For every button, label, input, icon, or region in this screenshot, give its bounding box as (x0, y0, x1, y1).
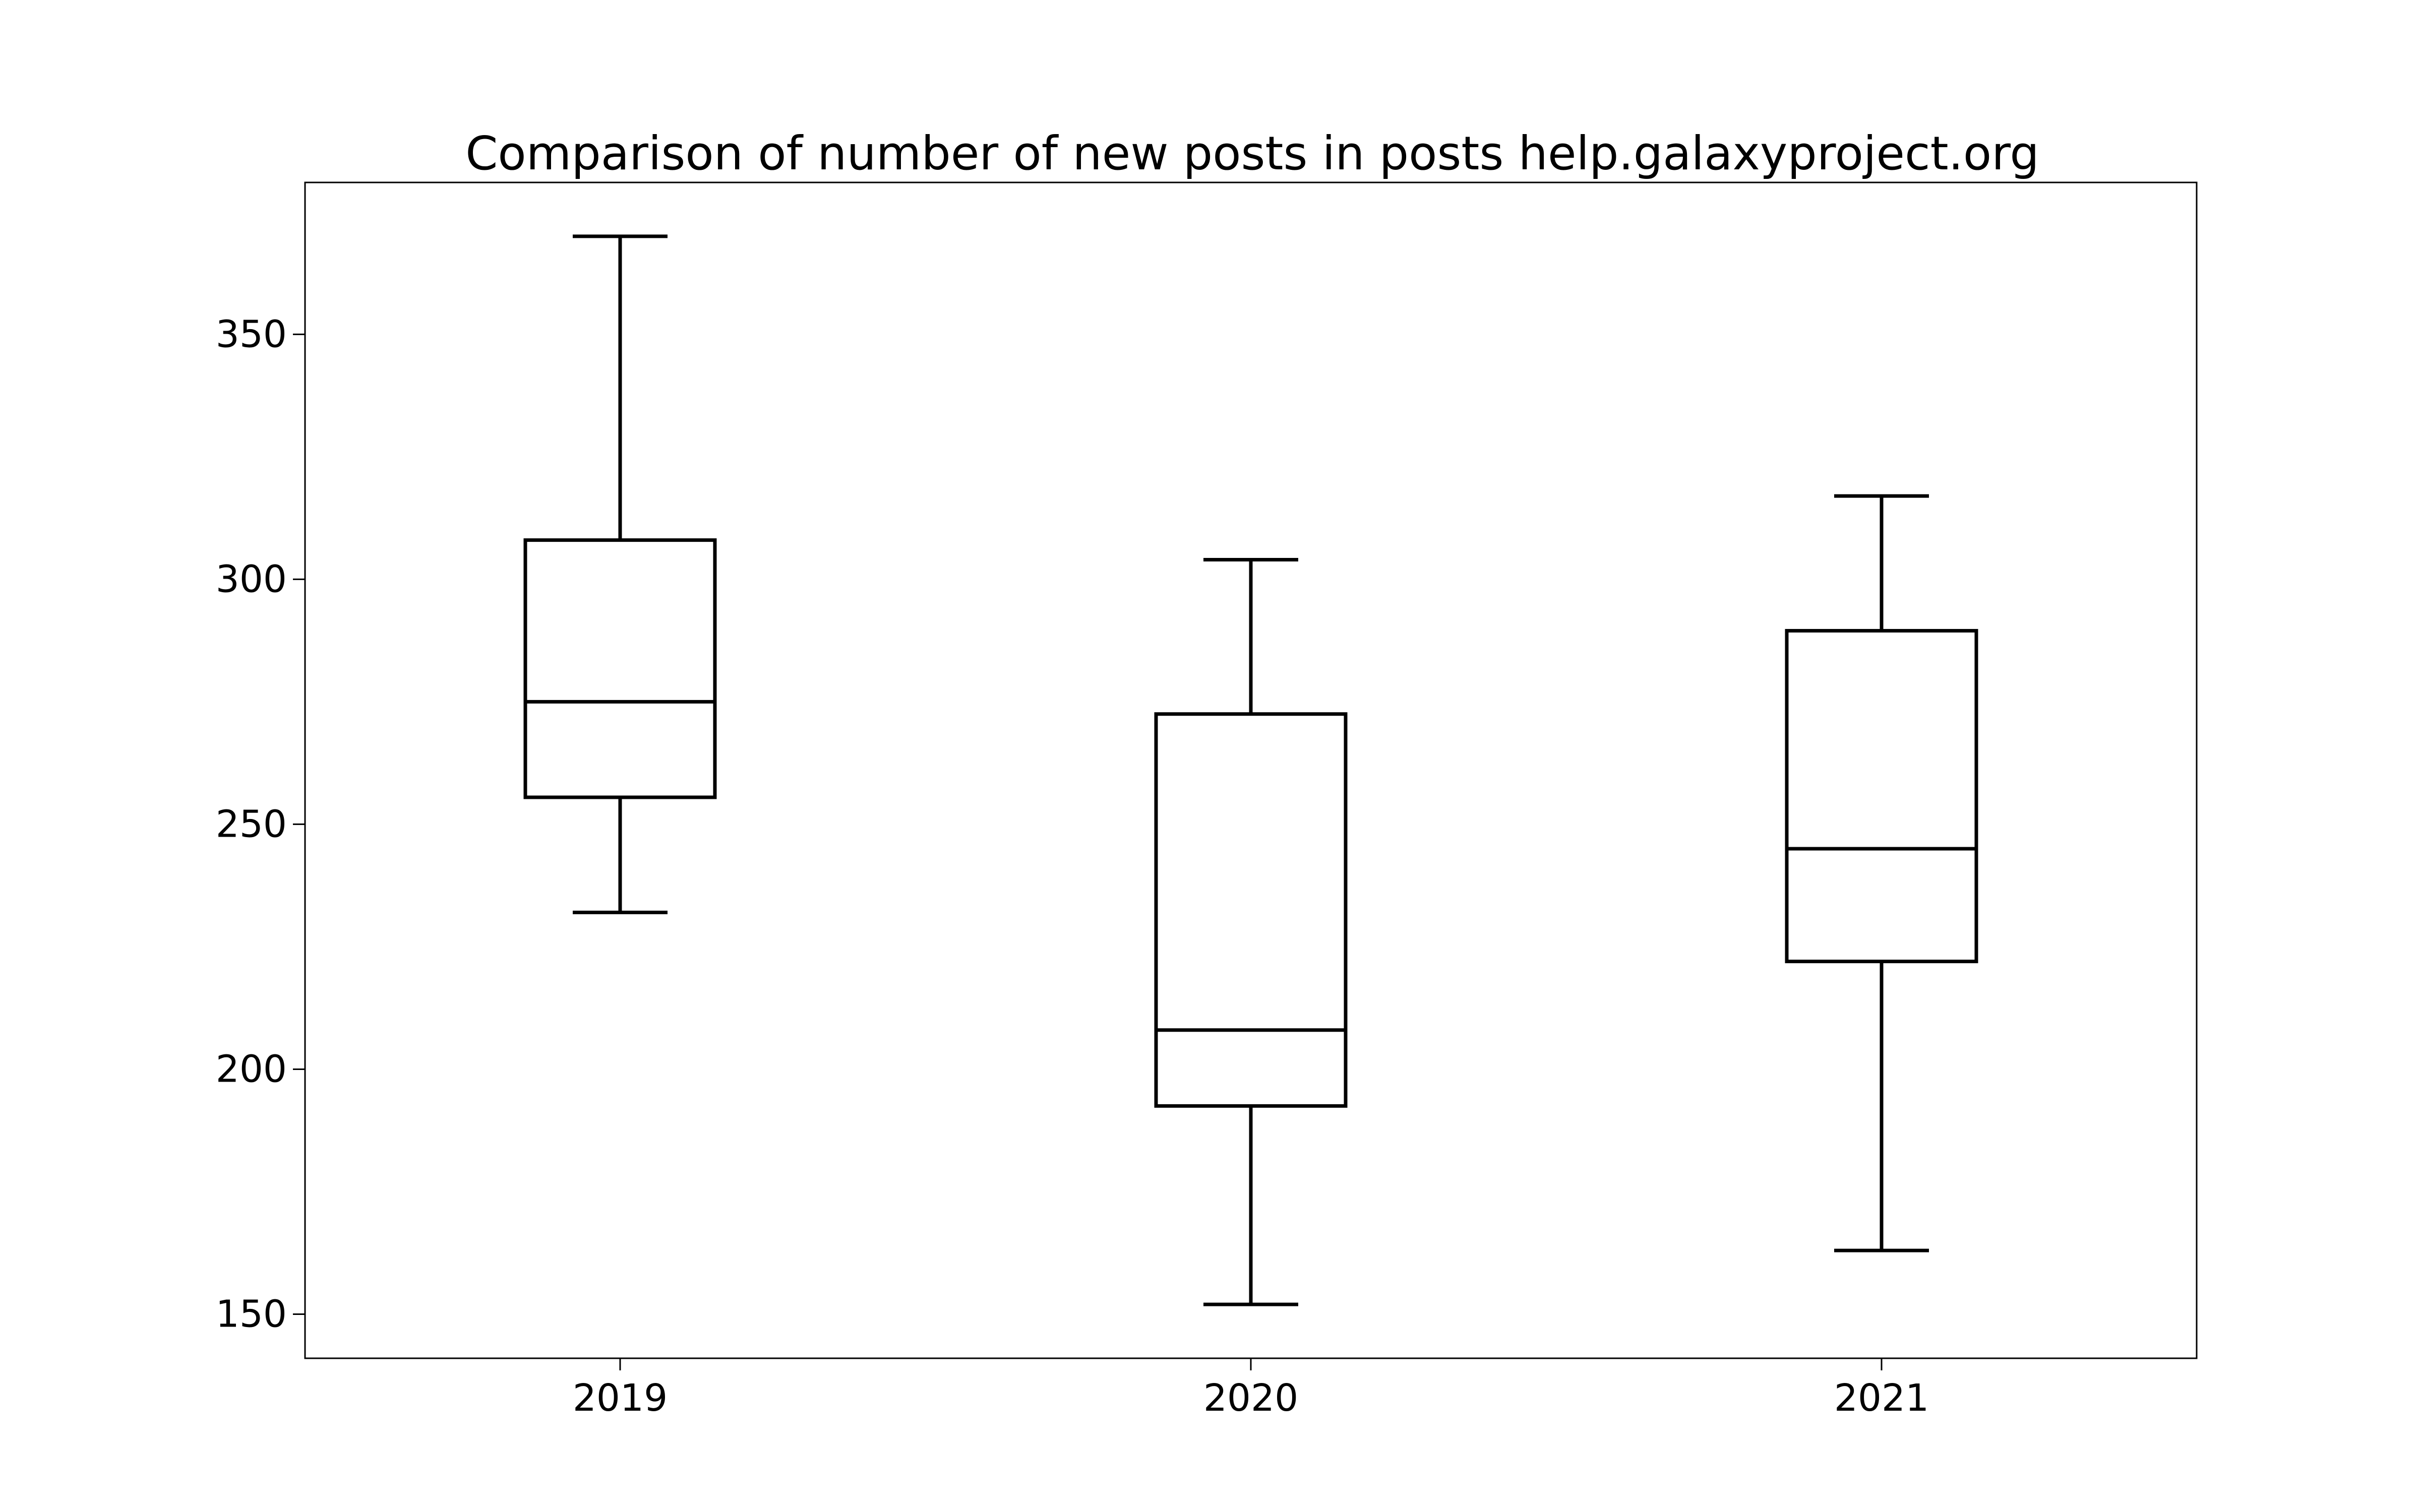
y-tick-label: 350 (216, 312, 287, 356)
interquartile-box (523, 538, 717, 799)
interquartile-box (1154, 712, 1348, 1108)
box-2021 (1785, 494, 1978, 1252)
y-tick-label: 150 (216, 1293, 287, 1336)
y-tick-label: 250 (216, 802, 287, 846)
chart-title: Comparison of number of new posts in pos… (465, 127, 2039, 180)
x-tick-label: 2021 (1834, 1376, 1929, 1420)
y-axis: 150 200 250 300 350 (216, 312, 305, 1336)
x-tick-label: 2020 (1203, 1376, 1298, 1420)
x-tick-label: 2019 (573, 1376, 668, 1420)
y-tick-label: 300 (216, 557, 287, 601)
interquartile-box (1785, 628, 1978, 964)
box-series (523, 234, 1978, 1306)
box-2019 (523, 234, 717, 914)
x-axis: 2019 2020 2021 (573, 1358, 1929, 1420)
y-tick-label: 200 (216, 1047, 287, 1091)
box-2020 (1154, 558, 1348, 1306)
